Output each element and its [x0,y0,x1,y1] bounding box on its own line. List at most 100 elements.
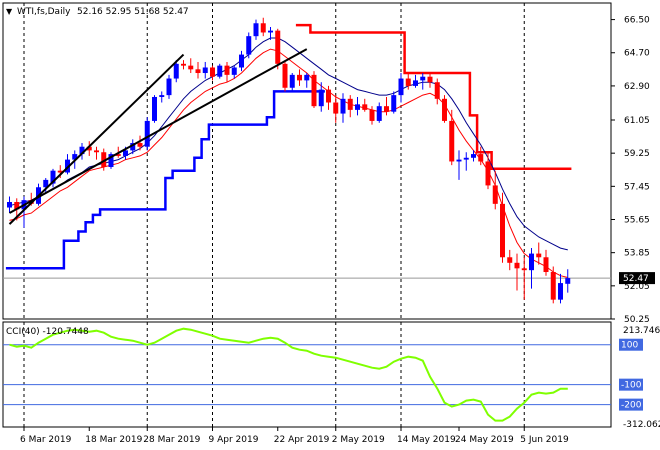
candle [536,242,542,265]
candle [543,249,549,276]
candle [224,61,230,83]
candle [217,63,223,79]
candle-body [463,157,469,160]
candle-body [507,257,513,263]
candle-body [210,67,215,77]
y-tick-label: 61.05 [624,116,650,126]
candle-body [144,120,150,147]
candle-body [318,89,324,107]
candle-body [492,185,498,204]
candle [79,143,85,160]
cci-level-label-bg [619,378,643,391]
y-tick-label: 66.50 [624,16,650,26]
candle-body [166,78,172,96]
candlesticks [7,17,571,304]
price-vertical-grid [23,3,525,319]
candle-body [224,65,230,75]
last-price-label-bg [619,272,655,285]
x-tick-label: 18 Mar 2019 [85,435,142,445]
donchian-upper-line [295,23,572,171]
cci-series-line [9,327,568,422]
candle-body [449,120,455,162]
candle [471,150,476,162]
x-tick-label: 24 May 2019 [455,435,514,445]
candle [304,73,310,88]
candle [427,73,433,88]
x-tick-label: 2 May 2019 [332,435,385,445]
candle [369,106,375,125]
time-axis: 6 Mar 2019 18 Mar 2019 28 Mar 2019 9 Apr 20… [20,427,569,445]
candle [210,65,215,81]
candle [405,73,411,90]
candle-body [398,78,404,96]
chart-header-arrow[interactable]: ▼ [6,7,13,16]
candle-body [456,159,462,162]
cci-line [9,327,568,422]
candle [550,266,556,304]
candle [463,152,469,171]
candle [188,58,194,74]
candle [86,141,92,156]
candle [492,170,498,210]
candle-body [311,74,317,107]
candle [297,69,302,86]
cci-axis: 213.746 100 -100 -200 -312.062 [619,326,660,430]
candle [420,73,426,90]
candle-body [108,154,114,167]
candle [500,192,505,263]
candle [362,98,368,112]
candle [7,196,12,214]
candle-body [304,74,310,81]
candle [282,60,288,92]
cci-header-label: CCI(40) -120.7448 [6,327,89,337]
candle-body [565,278,571,284]
candle-body [86,146,92,151]
candle-body [130,143,136,151]
candle-body [115,154,121,156]
candle [413,74,418,88]
candle-body [529,253,534,271]
candle-body [268,30,273,33]
candle [231,65,237,79]
candle [101,148,107,171]
candle-body [500,203,505,258]
candle [391,91,397,114]
candle-body [65,159,70,173]
candle-body [413,80,418,86]
candle-body [391,95,397,112]
candle-body [333,102,339,114]
candle [137,135,143,151]
chart-header-symbol: WTI,fs,Daily [17,7,71,17]
cci-level-label-bg [619,398,643,411]
candle-body [253,23,259,37]
candle [514,253,520,291]
cci-y-tick-label: -100 [621,381,642,391]
candle-body [152,96,157,121]
candle [65,154,70,175]
candle [181,60,186,70]
candle [311,71,317,109]
candle-body [340,98,346,114]
candle-body [43,179,49,188]
price-pane-frame [2,2,612,320]
candle [434,78,440,105]
candle-body [442,98,447,121]
candle-body [260,23,266,33]
y-tick-label: 52.05 [624,282,650,292]
cci-y-tick-label: 213.746 [623,326,660,336]
y-tick-label: 62.90 [624,82,650,92]
cci-pane-frame [2,321,612,428]
candle-body [514,262,520,269]
donchian-lower-line [5,90,325,270]
candle [260,17,266,37]
candle-body [297,74,302,81]
candle-body [478,154,484,162]
candle [108,152,114,169]
candle [326,85,331,110]
candle-body [137,143,143,147]
candle [507,249,513,271]
candle-body [384,106,389,112]
candle-body [101,152,107,167]
candle [289,73,295,92]
